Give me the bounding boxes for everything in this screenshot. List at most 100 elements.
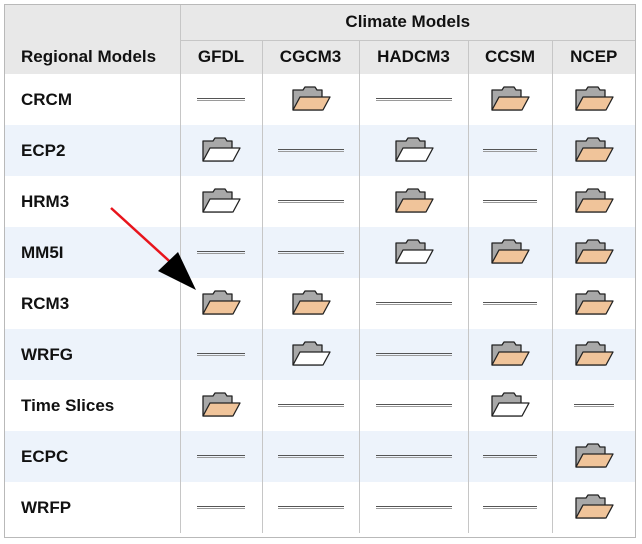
folder-full-icon[interactable] — [572, 440, 616, 474]
no-data-dash — [277, 454, 344, 458]
folder-full-icon[interactable] — [392, 185, 436, 219]
folder-empty-icon[interactable] — [392, 134, 436, 168]
table-row: MM5I — [5, 227, 636, 278]
table-cell[interactable] — [467, 227, 552, 278]
table-cell[interactable] — [551, 482, 636, 533]
row-label: HRM3 — [5, 176, 180, 227]
table-row: CRCM — [5, 74, 636, 125]
no-data-dash — [197, 250, 245, 254]
table-cell[interactable] — [467, 380, 552, 431]
no-data-dash — [197, 97, 245, 101]
table-cell[interactable] — [261, 329, 359, 380]
folder-empty-icon[interactable] — [199, 134, 243, 168]
folder-full-icon[interactable] — [488, 236, 532, 270]
table-cell — [261, 380, 359, 431]
table-cell[interactable] — [551, 176, 636, 227]
table-cell[interactable] — [179, 278, 262, 329]
folder-empty-icon[interactable] — [199, 185, 243, 219]
no-data-dash — [277, 250, 344, 254]
no-data-dash — [197, 352, 245, 356]
row-label: ECP2 — [5, 125, 180, 176]
table-cell[interactable] — [467, 74, 552, 125]
table-cell — [261, 125, 359, 176]
table-cell[interactable] — [551, 278, 636, 329]
no-data-dash — [277, 199, 344, 203]
folder-full-icon[interactable] — [572, 491, 616, 525]
row-label: WRFP — [5, 482, 180, 533]
no-data-dash — [277, 403, 344, 407]
no-data-dash — [483, 505, 537, 509]
folder-full-icon[interactable] — [289, 287, 333, 321]
table-row: WRFG — [5, 329, 636, 380]
no-data-dash — [277, 505, 344, 509]
folder-full-icon[interactable] — [572, 83, 616, 117]
folder-full-icon[interactable] — [199, 287, 243, 321]
table-cell — [358, 380, 468, 431]
no-data-dash — [277, 148, 344, 152]
row-label: MM5I — [5, 227, 180, 278]
table-cell[interactable] — [358, 227, 468, 278]
column-header-ncep: NCEP — [551, 40, 636, 74]
table-cell[interactable] — [358, 125, 468, 176]
table-cell[interactable] — [467, 329, 552, 380]
table-cell — [179, 329, 262, 380]
row-label: RCM3 — [5, 278, 180, 329]
table-cell — [358, 329, 468, 380]
no-data-dash — [375, 403, 452, 407]
table-cell[interactable] — [261, 278, 359, 329]
regional-models-title: Regional Models — [21, 47, 157, 66]
no-data-dash — [573, 403, 614, 407]
table-row: WRFP — [5, 482, 636, 533]
table-cell — [261, 431, 359, 482]
folder-full-icon[interactable] — [488, 338, 532, 372]
table-cell[interactable] — [551, 431, 636, 482]
folder-empty-icon[interactable] — [488, 389, 532, 423]
folder-full-icon[interactable] — [199, 389, 243, 423]
folder-empty-icon[interactable] — [392, 236, 436, 270]
table-cell — [467, 431, 552, 482]
row-label: ECPC — [5, 431, 180, 482]
column-header-gfdl: GFDL — [179, 40, 262, 74]
table-cell — [467, 125, 552, 176]
table-cell — [179, 227, 262, 278]
climate-models-title: Climate Models — [179, 5, 636, 41]
table-row: ECPC — [5, 431, 636, 482]
table-cell[interactable] — [551, 329, 636, 380]
no-data-dash — [483, 148, 537, 152]
table-row: ECP2 — [5, 125, 636, 176]
table-cell[interactable] — [179, 176, 262, 227]
table-row: RCM3 — [5, 278, 636, 329]
folder-full-icon[interactable] — [572, 236, 616, 270]
row-label: Time Slices — [5, 380, 180, 431]
no-data-dash — [483, 199, 537, 203]
table-cell[interactable] — [261, 74, 359, 125]
table-cell[interactable] — [179, 125, 262, 176]
table-cell — [261, 482, 359, 533]
no-data-dash — [375, 301, 452, 305]
table-cell[interactable] — [551, 227, 636, 278]
folder-full-icon[interactable] — [572, 185, 616, 219]
no-data-dash — [375, 505, 452, 509]
no-data-dash — [197, 505, 245, 509]
folder-full-icon[interactable] — [572, 287, 616, 321]
folder-full-icon[interactable] — [289, 83, 333, 117]
folder-full-icon[interactable] — [572, 134, 616, 168]
no-data-dash — [375, 352, 452, 356]
no-data-dash — [375, 97, 452, 101]
folder-full-icon[interactable] — [488, 83, 532, 117]
table-row: Time Slices — [5, 380, 636, 431]
table-cell[interactable] — [551, 74, 636, 125]
folder-full-icon[interactable] — [572, 338, 616, 372]
column-header-cgcm3: CGCM3 — [261, 40, 359, 74]
table-cell[interactable] — [551, 125, 636, 176]
folder-empty-icon[interactable] — [289, 338, 333, 372]
table-cell[interactable] — [358, 176, 468, 227]
table-cell[interactable] — [179, 380, 262, 431]
table-frame — [4, 4, 636, 538]
column-header-hadcm3: HADCM3 — [358, 40, 468, 74]
no-data-dash — [375, 454, 452, 458]
model-matrix-table: Climate Models Regional Models GFDL CGCM3… — [5, 5, 636, 533]
table-cell — [179, 431, 262, 482]
table-cell — [358, 482, 468, 533]
table-cell — [358, 74, 468, 125]
